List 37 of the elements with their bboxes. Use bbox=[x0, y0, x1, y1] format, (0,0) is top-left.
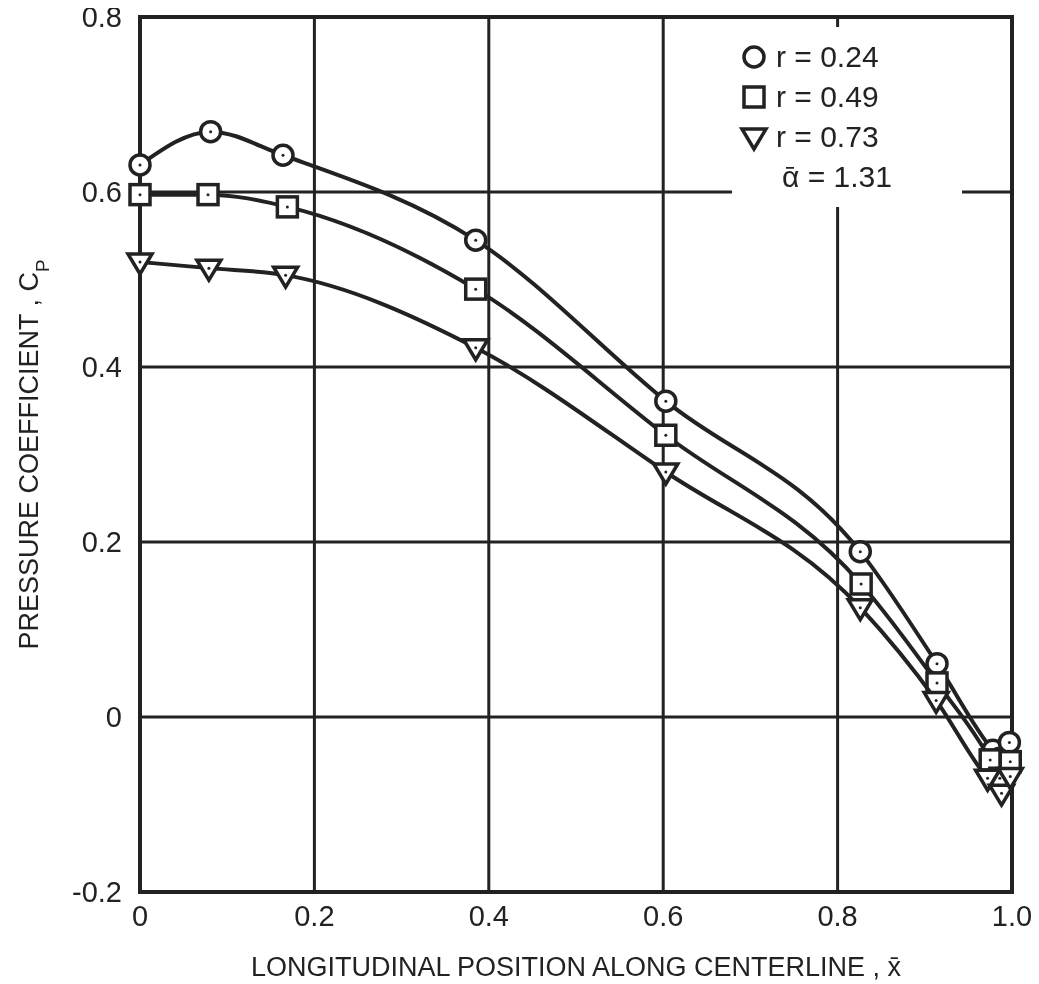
point bbox=[198, 119, 223, 144]
y-tick-label: 0.4 bbox=[81, 351, 122, 383]
point bbox=[973, 768, 1002, 792]
legend-label: r = 0.24 bbox=[776, 40, 879, 73]
point bbox=[461, 338, 490, 362]
point bbox=[654, 423, 678, 447]
point bbox=[196, 182, 220, 207]
x-tick-label: 0.6 bbox=[643, 900, 684, 932]
y-tick-label: 0.2 bbox=[81, 526, 122, 558]
x-axis-title: LONGITUDINAL POSITION ALONG CENTERLINE , x̄ bbox=[250, 952, 902, 982]
x-tick-label: 0.2 bbox=[294, 900, 335, 932]
point bbox=[922, 690, 950, 715]
annotation: ᾱ = 1.31 bbox=[782, 160, 892, 193]
x-tick-label: 1.0 bbox=[991, 900, 1033, 932]
point bbox=[275, 195, 300, 219]
y-tick-label: 0.6 bbox=[81, 176, 122, 208]
y-tick-label: 0 bbox=[105, 701, 122, 733]
x-tick-label: 0 bbox=[131, 900, 149, 932]
point bbox=[849, 572, 873, 596]
point bbox=[463, 228, 488, 252]
point bbox=[271, 143, 295, 167]
point bbox=[128, 153, 152, 177]
x-tick-label: 0.8 bbox=[817, 900, 858, 932]
point bbox=[126, 252, 154, 276]
point bbox=[996, 766, 1025, 791]
point bbox=[463, 277, 488, 301]
point bbox=[848, 539, 873, 564]
point bbox=[654, 389, 678, 413]
legend-label: r = 0.73 bbox=[776, 120, 879, 153]
point bbox=[846, 597, 875, 622]
point bbox=[652, 462, 680, 486]
y-tick-label: -0.2 bbox=[72, 876, 122, 908]
legend-label: r = 0.49 bbox=[776, 80, 879, 113]
point bbox=[271, 265, 300, 289]
point bbox=[195, 258, 223, 282]
point bbox=[128, 182, 152, 207]
x-tick-label: 0.4 bbox=[468, 900, 509, 932]
